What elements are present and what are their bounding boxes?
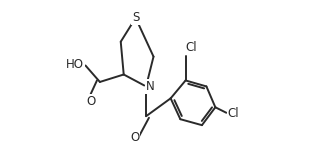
Text: Cl: Cl [227,107,239,120]
Text: HO: HO [66,58,84,71]
Text: N: N [146,80,155,93]
Text: Cl: Cl [186,41,197,54]
Text: S: S [132,11,139,24]
Text: O: O [86,95,95,108]
Text: O: O [130,131,140,144]
